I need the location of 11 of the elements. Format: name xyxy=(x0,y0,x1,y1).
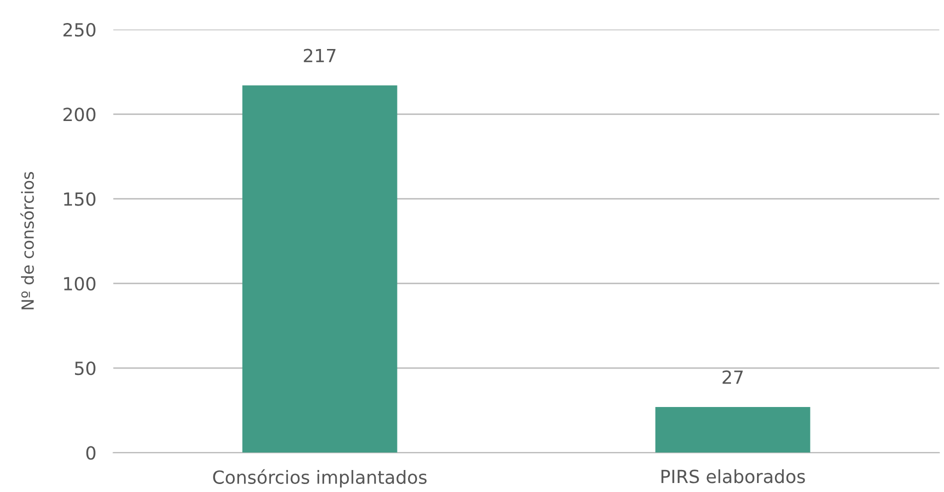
y-tick-label: 150 xyxy=(64,192,96,206)
x-tick-label: PIRS elaborados xyxy=(662,469,805,484)
y-tick-label: 0 xyxy=(86,446,96,460)
x-tick-label: Consórcios implantados xyxy=(213,469,427,488)
y-tick-label: 50 xyxy=(75,361,96,376)
y-axis-title: Nº de consórcios xyxy=(20,172,34,310)
data-label: 27 xyxy=(722,370,743,384)
y-tick-label: 250 xyxy=(63,22,96,37)
y-tick-label: 200 xyxy=(63,108,96,122)
data-label: 217 xyxy=(304,48,336,62)
y-tick-label: 100 xyxy=(64,276,96,291)
